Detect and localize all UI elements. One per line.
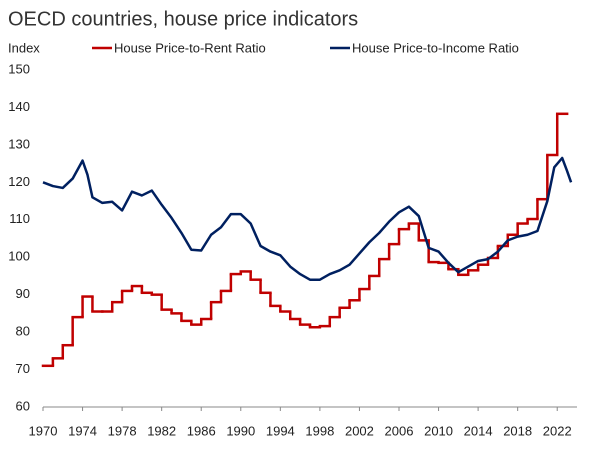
y-tick-label: 80 [16,324,30,339]
y-tick-label: 140 [8,99,30,114]
x-tick-label: 1998 [305,423,334,438]
y-tick-label: 70 [16,361,30,376]
y-tick-label: 120 [8,174,30,189]
x-tick-label: 1970 [29,423,58,438]
x-tick-label: 2014 [464,423,493,438]
x-tick-label: 2022 [543,423,572,438]
x-tick-label: 2006 [385,423,414,438]
x-tick-label: 1974 [68,423,97,438]
legend-label: House Price-to-Income Ratio [352,40,519,55]
x-tick-label: 1990 [226,423,255,438]
chart-title: OECD countries, house price indicators [8,8,358,30]
x-tick-label: 1982 [147,423,176,438]
series-line [42,156,573,281]
x-tick-label: 2002 [345,423,374,438]
y-tick-label: 60 [16,398,30,413]
x-tick-label: 1978 [108,423,137,438]
legend-label: House Price-to-Rent Ratio [114,40,266,55]
x-tick-label: 2010 [424,423,453,438]
x-tick-label: 2018 [503,423,532,438]
y-tick-label: 110 [9,211,30,226]
y-tick-label: 130 [8,136,30,151]
y-tick-label: 150 [8,61,30,76]
y-tick-label: 90 [16,286,30,301]
y-tick-label: 100 [8,249,30,264]
x-tick-label: 1986 [187,423,216,438]
x-tick-label: 1994 [266,423,295,438]
y-axis-label: Index [8,40,40,55]
